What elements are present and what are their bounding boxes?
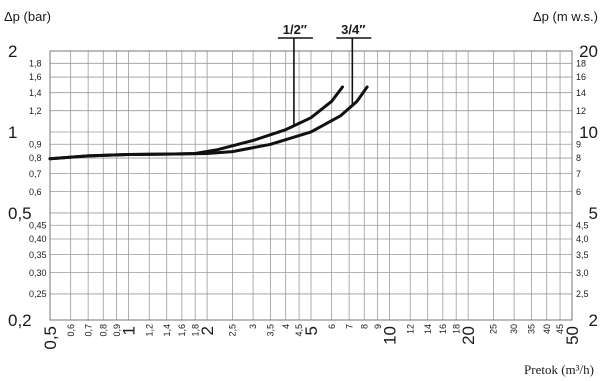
x-tick-label: 0,9 [112,324,122,337]
x-tick-label: 0,7 [83,324,93,337]
y-right-tick-label: 4,5 [576,220,589,230]
y-left-tick-label-major: 0,5 [8,204,32,223]
x-tick-label: 1,6 [177,324,187,337]
y-left-tick-label: 1,4 [29,88,42,98]
x-tick-label-major: 5 [302,326,321,335]
x-tick-label: 2,5 [228,324,238,337]
y-axis-left-label: Δp (bar) [4,9,51,24]
series-layer [48,85,369,161]
y-right-tick-label: 3,5 [576,250,589,260]
x-tick-label-major: 2 [198,326,217,335]
x-tick-label-major: 50 [563,326,582,345]
x-tick-label: 4,5 [294,324,304,337]
y-right-tick-label: 4,0 [576,234,589,244]
x-tick-label: 45 [555,324,565,334]
series-line-half-inch [48,85,344,161]
y-left-tick-label-major: 1 [8,123,17,142]
x-tick-label: 0,6 [66,324,76,337]
series-label: 1/2″ [283,22,307,37]
y-right-tick-label-major: 5 [589,204,598,223]
x-tick-label: 1,2 [144,324,154,337]
x-tick-label: 40 [542,324,552,334]
x-tick-label: 25 [489,324,499,334]
y-right-tick-label-major: 20 [579,42,598,61]
x-tick-label: 3,5 [266,324,276,337]
y-right-tick-label-major: 2 [589,311,598,330]
x-tick-label: 9 [373,324,383,329]
y-left-tick-label-major: 0,2 [8,311,32,330]
y-left-tick-label: 0,40 [29,234,47,244]
x-tick-label: 12 [405,324,415,334]
x-tick-label-major: 1 [120,326,139,335]
y-left-tick-label: 0,7 [29,169,42,179]
y-left-tick-label: 1,8 [29,58,42,68]
series-label: 3/4″ [341,22,365,37]
y-left-tick-label: 0,35 [29,250,47,260]
y-right-tick-label: 12 [576,106,586,116]
x-tick-label: 3 [248,324,258,329]
x-tick-label: 30 [509,324,519,334]
y-right-tick-label: 7 [576,169,581,179]
x-tick-label: 4 [281,324,291,329]
x-tick-label: 35 [527,324,537,334]
series-line-three-quarter-inch [48,85,369,161]
plot-frame [49,50,573,321]
x-tick-label: 18 [451,324,461,334]
y-right-tick-label: 2,5 [576,289,589,299]
y-left-tick-label: 0,45 [29,220,47,230]
y-right-tick-label: 9 [576,139,581,149]
y-left-tick-label: 1,2 [29,106,42,116]
x-tick-label: 6 [327,324,337,329]
x-tick-label-major: 0,5 [41,326,60,350]
x-tick-label-major: 10 [381,326,400,345]
y-left-tick-label: 0,30 [29,268,47,278]
x-tick-label: 14 [423,324,433,334]
y-left-tick-label: 0,9 [29,139,42,149]
x-tick-label: 8 [359,324,369,329]
y-right-tick-label: 3,0 [576,268,589,278]
label-layer: 1/2″ 3/4″ [277,22,372,126]
y-right-tick-label: 6 [576,187,581,197]
x-tick-label: 1,4 [162,324,172,337]
x-tick-label: 7 [344,324,354,329]
y-right-tick-label: 18 [576,58,586,68]
x-tick-label-major: 20 [459,326,478,345]
x-tick-label: 16 [438,324,448,334]
x-tick-label: 1,8 [190,324,200,337]
y-left-tick-label: 0,25 [29,289,47,299]
y-right-tick-label: 8 [576,153,581,163]
y-left-tick-label: 0,8 [29,153,42,163]
y-right-tick-label: 16 [576,72,586,82]
y-left-tick-label: 0,6 [29,187,42,197]
grid [49,50,573,321]
y-left-tick-label: 1,6 [29,72,42,82]
axes: 0,5 1 2 5 10 20 500,6 0,7 0,8 0,9 1,2 1,4 1,6 1,8 2,5 3… [8,42,598,350]
y-right-tick-label-major: 10 [579,123,598,142]
y-left-tick-label-major: 2 [8,42,17,61]
x-axis-label: Pretok (m³/h) [524,362,594,377]
y-right-tick-label: 14 [576,88,586,98]
y-axis-right-label: Δp (m w.s.) [533,9,598,24]
x-tick-label: 0,8 [98,324,108,337]
